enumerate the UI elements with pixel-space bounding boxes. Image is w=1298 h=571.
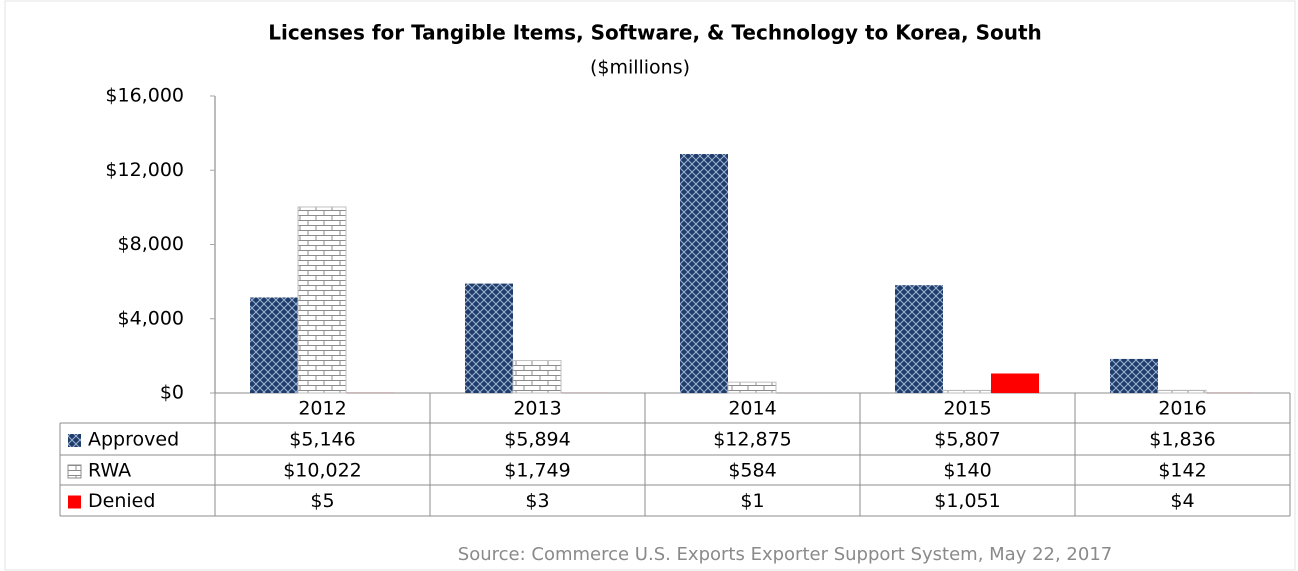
table-value: $1,051 [934,490,1000,512]
chart-title: Licenses for Tangible Items, Software, &… [268,21,1042,45]
legend-label: Approved [88,429,179,451]
bar [297,206,347,394]
x-tick-label: 2013 [513,398,561,420]
table-value: $142 [1158,460,1206,482]
legend-swatch [68,434,81,447]
table-value: $5,146 [289,429,355,451]
table-value: $5,894 [504,429,570,451]
bar [727,381,777,394]
x-tick-label: 2014 [728,398,776,420]
legend-swatch [68,495,81,509]
table-value: $10,022 [283,460,362,482]
x-tick-label: 2015 [943,398,991,420]
y-tick-label: $8,000 [118,233,184,255]
y-tick-label: $4,000 [118,307,184,329]
table-value: $584 [728,460,776,482]
legend-label: Denied [88,490,155,512]
table-value: $12,875 [713,429,792,451]
bar [991,373,1039,393]
bar [1110,358,1158,393]
y-tick-label: $12,000 [105,159,184,181]
bar [680,154,728,393]
bar [465,283,513,393]
table-value: $5,807 [934,429,1000,451]
y-tick-label: $16,000 [105,85,184,107]
bar [1157,389,1207,394]
legend-swatch [67,464,82,479]
chart-subtitle: ($millions) [590,57,690,79]
table-value: $140 [943,460,991,482]
bar [942,389,992,394]
table-value: $3 [525,490,549,512]
bar [512,360,562,394]
x-tick-label: 2012 [298,398,346,420]
y-tick-label: $0 [160,382,184,404]
table-value: $5 [310,490,334,512]
table-value: $1,836 [1149,429,1215,451]
table-value: $1 [740,490,764,512]
source-note: Source: Commerce U.S. Exports Exporter S… [458,544,1112,565]
legend-label: RWA [88,460,131,482]
table-value: $1,749 [504,460,570,482]
frame [4,0,1296,571]
bar [895,285,943,393]
table-value: $4 [1170,490,1194,512]
bar [250,297,298,393]
x-tick-label: 2016 [1158,398,1206,420]
